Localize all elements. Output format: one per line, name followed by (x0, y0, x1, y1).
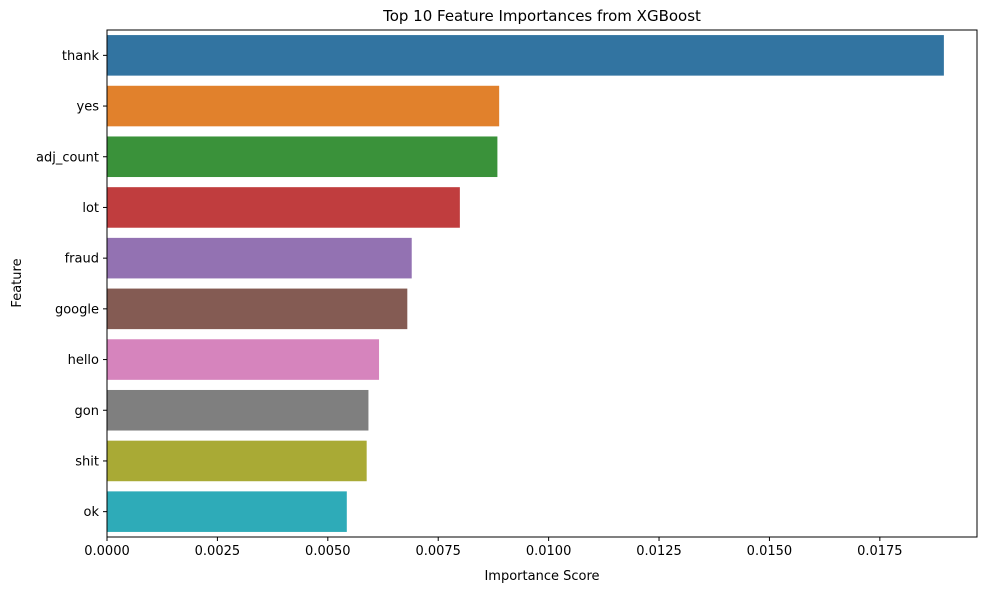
chart-title: Top 10 Feature Importances from XGBoost (382, 7, 701, 25)
bar-shit (107, 440, 367, 482)
bar-ok (107, 491, 347, 532)
x-tick-label: 0.0100 (526, 544, 572, 559)
bar-thank (107, 35, 944, 76)
x-axis-label: Importance Score (484, 569, 599, 584)
x-tick-label: 0.0050 (305, 544, 351, 559)
bar-gon (107, 389, 369, 431)
y-axis-label: Feature (10, 258, 25, 307)
x-tick-label: 0.0125 (636, 544, 682, 559)
bar-adj_count (107, 136, 498, 178)
x-tick-label: 0.0075 (415, 544, 461, 559)
x-axis-ticks: 0.0000 0.0025 0.0050 0.0075 0.0100 0.0125 0.01… (84, 537, 903, 559)
x-tick-label: 0.0175 (857, 544, 903, 559)
bar-lot (107, 187, 460, 228)
y-tick-label: lot (82, 201, 99, 216)
y-tick-label: gon (75, 404, 99, 419)
y-tick-label: google (55, 302, 99, 317)
bar-hello (107, 339, 380, 380)
y-tick-label: ok (84, 505, 100, 520)
bars-group (107, 35, 944, 532)
bar-fraud (107, 237, 412, 279)
y-tick-label: fraud (65, 252, 99, 267)
x-tick-label: 0.0150 (747, 544, 793, 559)
x-tick-label: 0.0000 (84, 544, 130, 559)
plot-frame (106, 29, 978, 538)
bar-google (107, 288, 408, 330)
bar-yes (107, 85, 500, 127)
y-tick-label: thank (62, 49, 100, 64)
y-tick-label: shit (75, 454, 99, 469)
x-tick-label: 0.0025 (195, 544, 241, 559)
y-tick-label: adj_count (36, 150, 99, 165)
y-tick-label: hello (68, 353, 99, 368)
y-tick-label: yes (77, 100, 100, 115)
